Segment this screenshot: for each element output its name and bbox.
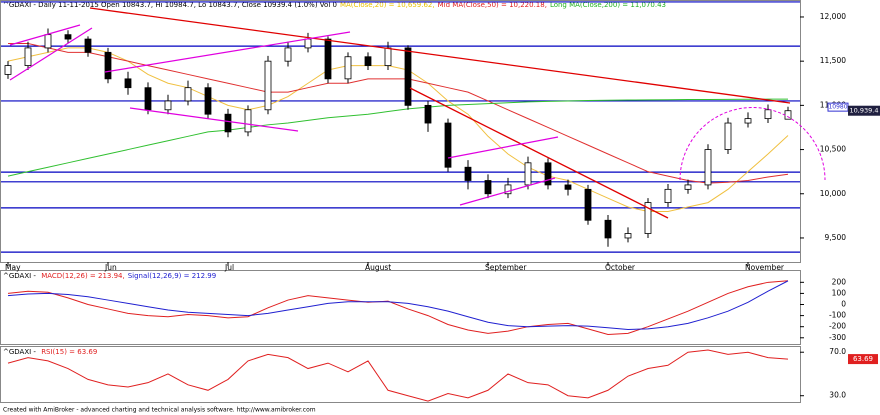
candle-body	[124, 78, 132, 89]
candle-body	[464, 166, 472, 181]
candle-body	[284, 47, 292, 62]
candle-body	[644, 202, 652, 234]
candle-body	[104, 51, 112, 80]
candle-body	[204, 87, 212, 115]
series-line	[7, 349, 789, 402]
title-part: ^GDAXI - Daily 11-11-2015 Open 10843.7, …	[3, 1, 337, 9]
candle-body	[364, 56, 372, 66]
y-tick-label: -100	[829, 311, 846, 320]
candle-body	[424, 104, 432, 124]
candle-body	[264, 60, 272, 111]
y-tick-label: 200	[832, 277, 847, 286]
x-tick-label: May	[5, 263, 21, 272]
title-part: Long MA(Close,200) = 11,070.43	[550, 1, 666, 9]
candle-body	[64, 34, 72, 40]
x-tick-label: September	[485, 263, 527, 272]
pane-title: ^GDAXI - MACD(12,26) = 213.94, Signal(12,…	[3, 272, 216, 280]
channel-line	[447, 136, 559, 159]
level-label: 10980	[828, 104, 847, 111]
candle-body	[484, 180, 492, 195]
candle-body	[744, 118, 752, 124]
candle-body	[404, 47, 412, 106]
y-tick-label: 9,500	[825, 233, 847, 242]
footer: Created with AmiBroker - advanced charti…	[3, 407, 316, 414]
x-tick-label: October	[605, 263, 636, 272]
candle-body	[524, 162, 532, 186]
macd-pane	[0, 270, 801, 345]
trend-line	[89, 7, 791, 104]
series-line	[8, 42, 789, 184]
x-tick-label: November	[745, 263, 785, 272]
trend-line	[409, 87, 669, 219]
price-pane	[0, 0, 801, 263]
y-tick-label: 12,000	[820, 12, 846, 21]
candle-body	[344, 56, 352, 80]
rsi-pane	[0, 346, 801, 403]
channel-line	[104, 31, 351, 73]
x-tick-label: Jul	[224, 263, 234, 272]
candle-body	[184, 87, 192, 102]
title-part: MACD(12,26) = 213.94,	[41, 272, 125, 280]
channel-line	[9, 27, 93, 81]
title-part: Mid MA(Close,50) = 10,220.18,	[438, 1, 547, 9]
y-tick-label: 11,500	[820, 56, 846, 65]
y-tick-label: -200	[829, 322, 846, 331]
series-line	[7, 280, 789, 335]
title-part: RSI(15) = 63.69	[41, 348, 97, 356]
y-tick-label: 100	[832, 288, 847, 297]
y-tick-label: -300	[829, 333, 846, 342]
marks: 9,50010,00010,50011,00011,50012,000^GDAX…	[1, 1, 880, 402]
candle-body	[244, 109, 252, 133]
candle-body	[624, 233, 632, 239]
x-tick-label: August	[365, 263, 391, 272]
channel-line	[9, 24, 81, 46]
title-part: MA(Close,20) = 10,659.62,	[340, 1, 435, 9]
candle-body	[444, 122, 452, 168]
candle-body	[664, 188, 672, 203]
candle-body	[684, 184, 692, 190]
last-price-box	[848, 105, 880, 116]
y-tick-label: 10,000	[820, 189, 846, 198]
candle-body	[564, 184, 572, 190]
y-tick-label: 30.0	[829, 391, 846, 400]
candle-body	[24, 47, 32, 66]
y-tick-label: 70.0	[829, 347, 846, 356]
last-price-label: 10,939.4	[850, 107, 879, 115]
pane-title: ^GDAXI - Daily 11-11-2015 Open 10843.7, …	[3, 1, 666, 9]
candle-body	[384, 47, 392, 66]
channel-line	[129, 107, 299, 132]
y-tick-label: 0	[841, 300, 846, 309]
y-tick-label: 10,500	[820, 145, 846, 154]
candle-body	[544, 162, 552, 186]
series-line	[7, 98, 789, 177]
candle-body	[304, 38, 312, 49]
x-tick-label: Jun	[104, 263, 117, 272]
series-line	[7, 47, 789, 212]
series-line	[7, 280, 789, 330]
candle-body	[4, 65, 12, 75]
pane-title: ^GDAXI - RSI(15) = 63.69	[3, 348, 97, 356]
candle-body	[504, 184, 512, 195]
candle-body	[224, 113, 232, 133]
title-part: ^GDAXI -	[3, 348, 38, 356]
candle-body	[324, 38, 332, 80]
candle-body	[604, 219, 612, 239]
candle-body	[704, 149, 712, 186]
candle-body	[784, 110, 792, 120]
title-part: Signal(12,26,9) = 212.99	[128, 272, 217, 280]
candle-body	[84, 38, 92, 53]
last-value-box	[848, 354, 878, 365]
candle-body	[44, 34, 52, 49]
candle-body	[584, 188, 592, 221]
candle-body	[724, 122, 732, 150]
channel-line	[459, 177, 556, 206]
candle-body	[164, 100, 172, 111]
title-part: ^GDAXI -	[3, 272, 38, 280]
last-value-label: 63.69	[853, 355, 873, 363]
candle-body	[764, 109, 772, 120]
candle-body	[144, 87, 152, 111]
